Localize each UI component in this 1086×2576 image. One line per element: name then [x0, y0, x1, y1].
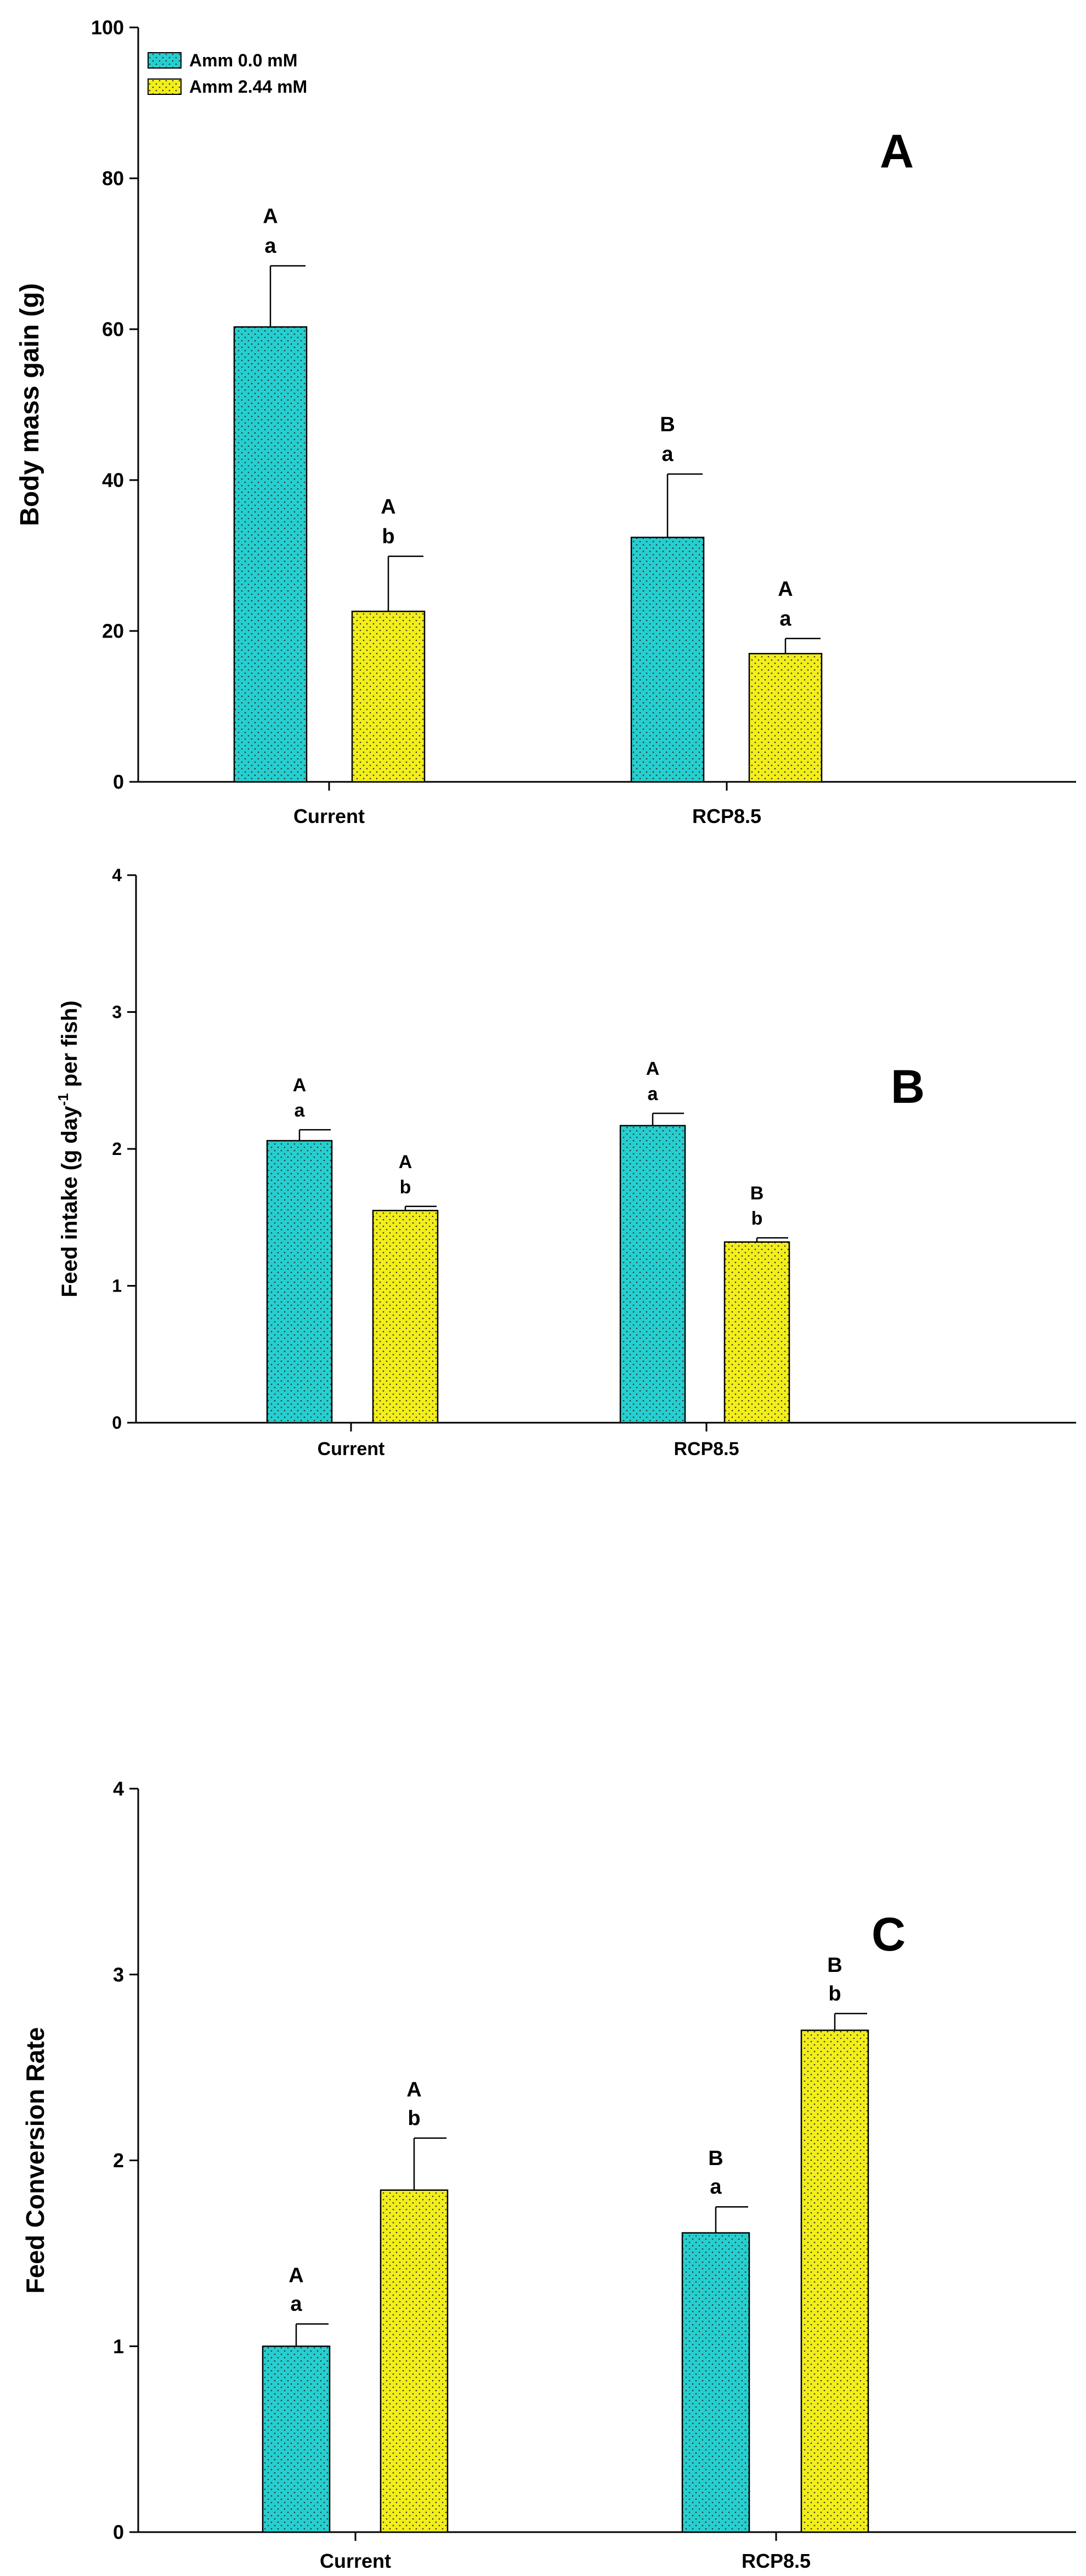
significance-lower-label: a [779, 607, 791, 630]
y-tick-label: 20 [102, 620, 124, 642]
bar [262, 2346, 331, 2533]
x-category-label: Current [320, 2550, 391, 2572]
significance-lower-label: a [710, 2175, 722, 2199]
significance-upper-label: A [263, 205, 278, 228]
bar [372, 1210, 439, 1424]
x-category-label: RCP8.5 [674, 1439, 739, 1459]
y-tick-label: 4 [113, 1778, 124, 1800]
bar [723, 1241, 790, 1424]
significance-lower-label: b [408, 2107, 420, 2130]
y-tick-label: 2 [113, 2149, 124, 2172]
panel-letter: C [872, 1908, 906, 1961]
significance-lower-label: b [382, 525, 394, 548]
y-tick-label: 3 [113, 1963, 124, 1986]
significance-lower-label: a [661, 443, 674, 466]
significance-lower-label: a [295, 1100, 306, 1121]
bar [351, 611, 426, 783]
y-axis-title: Feed Conversion Rate [21, 2027, 49, 2294]
significance-upper-label: A [646, 1058, 660, 1079]
bar [681, 2232, 750, 2533]
bar [630, 537, 705, 783]
legend-swatch [148, 78, 182, 95]
panel-letter: B [891, 1061, 925, 1113]
significance-upper-label: B [708, 2147, 723, 2170]
y-tick-label: 4 [112, 865, 122, 885]
y-tick-label: 80 [102, 167, 124, 190]
x-category-label: RCP8.5 [692, 805, 761, 827]
bar [266, 1140, 333, 1424]
significance-lower-label: b [828, 1982, 841, 2005]
x-category-label: RCP8.5 [742, 2550, 811, 2572]
significance-lower-label: a [290, 2293, 302, 2316]
y-tick-label: 1 [112, 1276, 122, 1296]
significance-upper-label: B [660, 413, 675, 436]
legend-label: Amm 2.44 mM [189, 77, 307, 97]
y-tick-label: 0 [113, 2521, 124, 2544]
y-tick-label: 60 [102, 318, 124, 341]
significance-upper-label: A [778, 578, 793, 601]
significance-upper-label: B [750, 1183, 764, 1204]
y-tick-label: 0 [113, 771, 124, 793]
y-tick-label: 3 [112, 1002, 122, 1022]
y-tick-label: 1 [113, 2335, 124, 2358]
y-tick-label: 100 [91, 16, 124, 39]
panel-letter: A [880, 125, 914, 178]
significance-upper-label: A [381, 495, 395, 518]
x-category-label: Current [318, 1439, 385, 1459]
significance-lower-label: b [400, 1177, 411, 1198]
x-category-label: Current [293, 805, 365, 827]
y-axis-title: Body mass gain (g) [15, 283, 44, 526]
y-axis-title-superscript: -1 [55, 1093, 71, 1106]
significance-lower-label: a [648, 1084, 659, 1104]
y-axis-title: Feed intake (g day-1 per fish) [55, 1000, 82, 1297]
bar [748, 653, 823, 783]
significance-lower-label: b [751, 1208, 763, 1229]
y-tick-label: 0 [112, 1413, 122, 1433]
significance-upper-label: A [289, 2264, 303, 2287]
y-tick-label: 2 [112, 1139, 122, 1159]
significance-upper-label: B [827, 1954, 842, 1977]
bar [800, 2030, 869, 2533]
significance-upper-label: A [293, 1075, 307, 1096]
significance-lower-label: a [264, 235, 276, 258]
bar [619, 1125, 686, 1424]
bar [233, 326, 308, 783]
significance-upper-label: A [399, 1152, 412, 1173]
legend-label: Amm 0.0 mM [189, 50, 297, 70]
significance-upper-label: A [406, 2078, 421, 2101]
legend-swatch [148, 52, 182, 69]
bar [380, 2189, 449, 2533]
y-tick-label: 40 [102, 469, 124, 492]
